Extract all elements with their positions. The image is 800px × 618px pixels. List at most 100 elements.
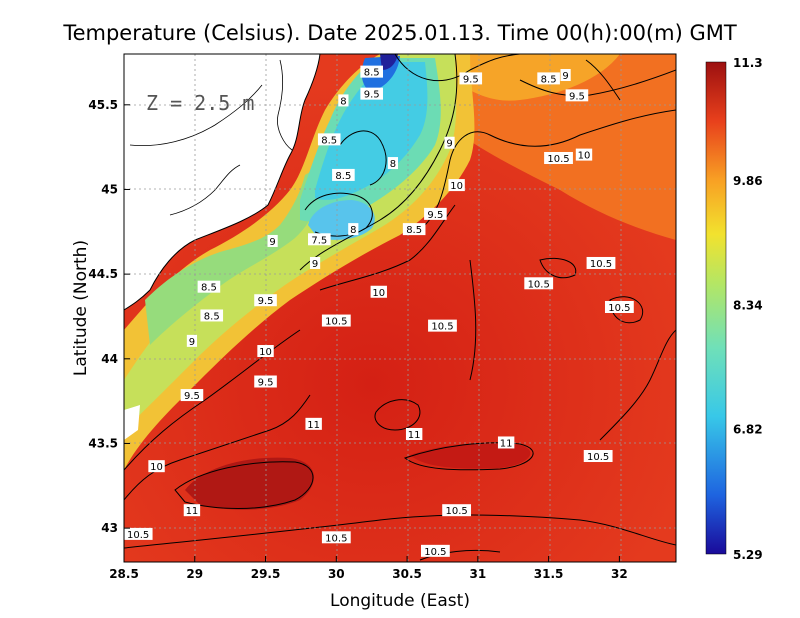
contour-label-bg [321, 314, 351, 327]
contour-label-text: 10.5 [445, 506, 467, 517]
x-tick-label: 29 [186, 567, 203, 581]
contour-label-bg [321, 531, 351, 544]
contour-label-text: 11 [186, 506, 199, 517]
contour-label-bg [575, 148, 593, 161]
contour-label-bg [332, 168, 355, 181]
y-axis-ticks: 43 43.5 44 44.5 45 45.5 [88, 98, 130, 535]
contour-label-bg [442, 504, 472, 517]
contour-label: 10.5 [321, 314, 351, 328]
contour-label-text: 8.5 [541, 74, 557, 85]
contour-label: 10.5 [420, 544, 450, 558]
contour-label: 10.5 [586, 256, 616, 270]
x-axis-title: Longitude (East) [330, 591, 470, 611]
contour-label: 8.5 [200, 309, 224, 322]
plot-frame [123, 53, 677, 563]
x-tick-label: 31 [469, 567, 486, 581]
contour-label-bg [424, 207, 447, 220]
contour-label-text: 11 [500, 438, 513, 449]
x-tick-label: 28.5 [109, 567, 139, 581]
chart-title: Temperature (Celsius). Date 2025.01.13. … [62, 21, 737, 45]
contour-label-text: 9 [312, 259, 318, 270]
colorbar-tick-label: 5.29 [733, 548, 763, 562]
contour-label-text: 10.5 [325, 533, 347, 544]
contour-label-text: 8.5 [364, 68, 380, 79]
contour-label-bg [428, 319, 457, 332]
contour-label: 8 [387, 157, 399, 170]
x-tick-label: 30.5 [392, 567, 422, 581]
contour-label-bg [459, 72, 483, 85]
contour-label-bg [180, 389, 204, 402]
contour-label: 11 [305, 417, 322, 431]
colorbar [705, 61, 727, 555]
contour-label: 10 [448, 179, 465, 192]
contour-label: 9.5 [459, 72, 483, 85]
contour-label-text: 8 [340, 96, 346, 107]
contour-label: 8 [338, 94, 349, 107]
contour-label-text: 11 [408, 430, 421, 441]
contour-label-bg [537, 72, 560, 85]
contour-label-text: 7.5 [311, 235, 327, 246]
contour-label: 9 [444, 136, 455, 150]
contour-label-text: 10.5 [431, 322, 453, 333]
contour-label-text: 11 [307, 420, 320, 431]
contour-label-bg [497, 436, 515, 449]
contour-label-text: 9.5 [569, 91, 585, 102]
y-tick-label: 45.5 [88, 98, 118, 112]
contour-label: 10.5 [544, 151, 573, 165]
contour-label: 11 [497, 436, 515, 449]
contour-label-bg [544, 151, 573, 164]
contour-label-bg [405, 428, 423, 440]
contour-label-text: 10.5 [587, 452, 609, 463]
contour-label: 8.5 [332, 168, 355, 182]
x-tick-label: 29.5 [251, 567, 281, 581]
x-tick-label: 31.5 [534, 567, 564, 581]
contour-label-text: 9.5 [463, 74, 479, 85]
contour-label-bg [387, 157, 399, 170]
contour-label-bg [402, 223, 426, 236]
contour-label: 8.5 [360, 65, 383, 79]
contour-label-text: 9 [446, 139, 452, 150]
contour-label-bg [183, 504, 201, 517]
contour-label: 9.5 [254, 294, 277, 307]
contour-label-bg [360, 87, 383, 100]
contour-label-bg [254, 375, 277, 388]
contour-label-bg [305, 417, 322, 430]
sst-field: Z = 2.5 m 9.58.59.588.5 99.58.5891010.58.… [124, 54, 676, 562]
x-axis-ticks: 28.5 29 29.5 30 30.5 31 31.5 32 [109, 556, 628, 581]
y-tick-label: 43 [101, 521, 118, 535]
contour-label-text: 10 [578, 151, 591, 162]
contour-label: 10 [257, 345, 274, 358]
contour-label: 8 [348, 223, 359, 236]
contour-label-bg [560, 69, 571, 82]
contour-label-bg [309, 256, 321, 269]
contour-label: 10.5 [524, 277, 554, 290]
contour-label-bg [124, 527, 153, 540]
contour-label: 9.5 [360, 87, 383, 101]
x-tick-label: 32 [611, 567, 628, 581]
contour-label-text: 10 [259, 347, 272, 358]
contour-label-text: 9.5 [258, 296, 274, 307]
contour-label: 11 [183, 504, 201, 517]
contour-label-text: 10.5 [325, 317, 347, 328]
contour-label-text: 10.5 [590, 259, 612, 270]
contour-label-text: 8 [390, 159, 396, 170]
contour-label-text: 10.5 [424, 547, 446, 558]
colorbar-tick-label: 6.82 [733, 423, 763, 437]
contour-label-text: 10.5 [127, 530, 149, 541]
y-tick-label: 43.5 [88, 436, 118, 450]
contour-label-bg [186, 334, 198, 347]
contour-label: 10.5 [428, 319, 457, 333]
contour-label-text: 8.5 [204, 311, 220, 322]
contour-label-bg [448, 179, 465, 192]
contour-label-text: 10 [450, 181, 463, 192]
contour-label: 10.5 [442, 504, 472, 517]
contour-label: 9.5 [180, 389, 204, 402]
contour-label-bg [360, 65, 383, 78]
contour-label-bg [420, 544, 450, 557]
contour-label-bg [444, 136, 455, 149]
contour-label-text: 10.5 [547, 154, 569, 165]
contour-label-text: 9.5 [427, 210, 443, 221]
contour-label-text: 10 [372, 288, 385, 299]
contour-label: 10 [370, 285, 387, 299]
